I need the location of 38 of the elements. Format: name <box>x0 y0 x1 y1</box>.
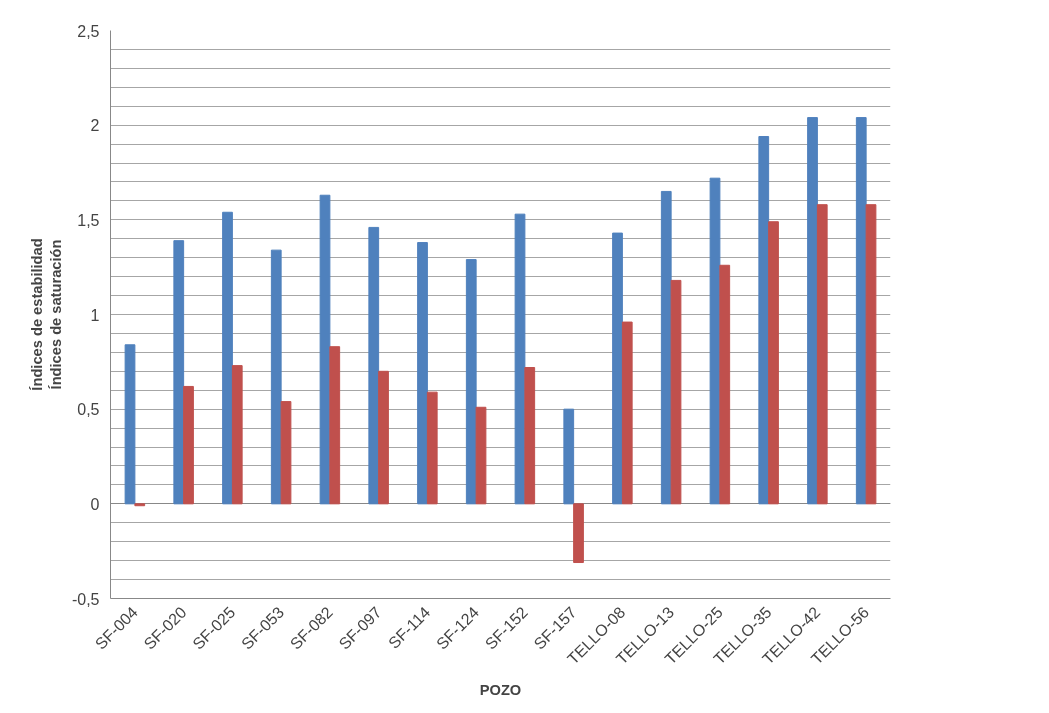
bar <box>183 385 194 505</box>
bar <box>670 279 682 505</box>
bar <box>280 401 292 505</box>
bar <box>378 370 389 505</box>
bar <box>816 204 828 505</box>
bar <box>173 240 185 505</box>
bar <box>417 242 428 505</box>
bar <box>807 117 818 505</box>
bar <box>270 249 282 505</box>
bar <box>573 503 584 564</box>
bar <box>758 136 770 505</box>
y-tick-label: 2,5 <box>77 22 100 40</box>
y-tick-label: 1 <box>90 306 100 324</box>
bar <box>709 177 721 505</box>
bar <box>768 221 779 505</box>
bar <box>319 194 331 505</box>
bar <box>621 321 633 505</box>
bar <box>222 211 233 505</box>
y-tick-label: 0 <box>90 495 100 513</box>
bar <box>465 259 477 505</box>
bar <box>612 232 623 505</box>
bar <box>563 408 575 505</box>
y-tick-label: 0,5 <box>77 401 100 419</box>
bar <box>426 391 438 505</box>
bar <box>124 344 136 505</box>
y-axis-title: Índices de estabilidad Índices de saturación <box>28 238 64 391</box>
bar <box>475 406 487 505</box>
y-tick-label: 1,5 <box>77 211 100 229</box>
bar <box>514 213 526 505</box>
x-axis-title: POZO <box>479 681 522 698</box>
bar <box>368 226 380 505</box>
bar <box>231 365 243 505</box>
bar <box>865 204 877 505</box>
bar <box>524 367 536 505</box>
bar <box>329 346 341 505</box>
y-tick-label: -0,5 <box>71 590 100 608</box>
bar <box>719 264 731 505</box>
y-tick-label: 2 <box>90 117 100 135</box>
